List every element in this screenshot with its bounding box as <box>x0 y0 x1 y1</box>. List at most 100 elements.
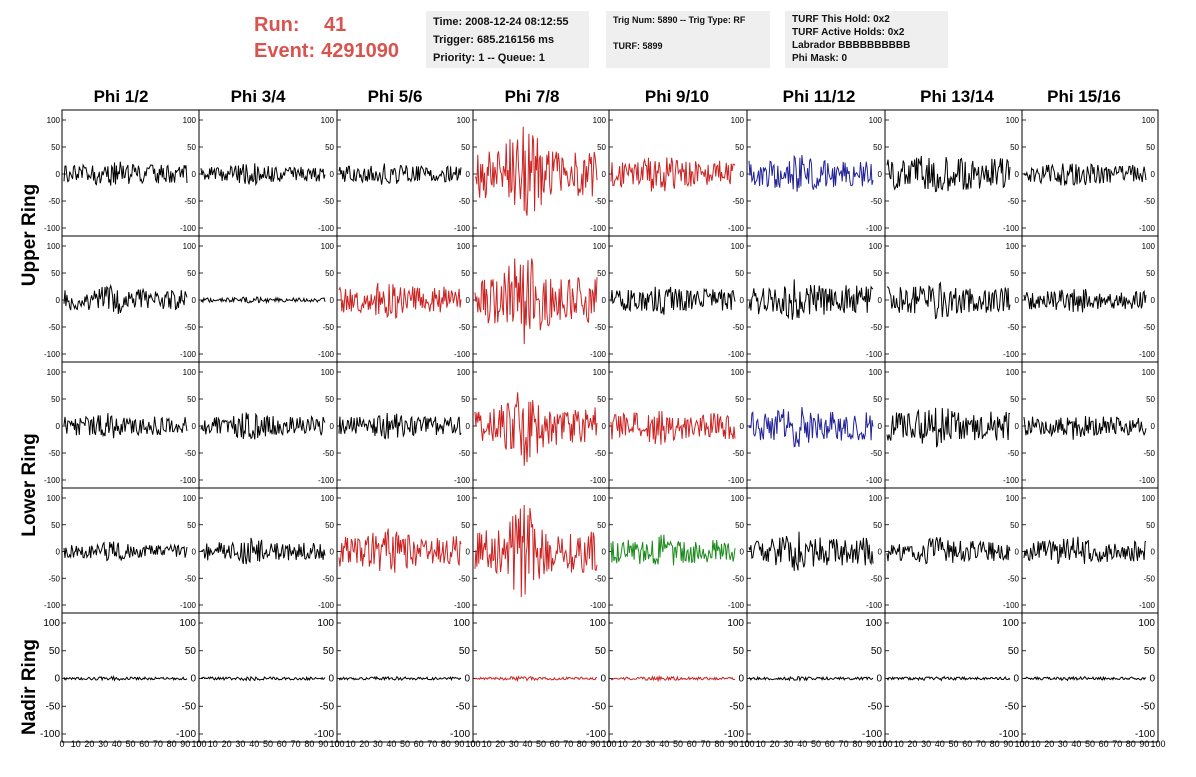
waveform-trace <box>338 163 462 185</box>
x-tick-label: 10 <box>346 739 356 749</box>
x-tick-label: 60 <box>139 739 149 749</box>
y-tick-label: 50 <box>735 395 744 404</box>
phi-header-2: Phi 3/4 <box>230 87 286 106</box>
y-tick-label: 0 <box>56 170 61 179</box>
y-tick-label: 0 <box>1151 170 1156 179</box>
y-tick-label: 0 <box>1015 548 1020 557</box>
waveform-panel: 100 50 0 -50 -100 <box>608 487 748 614</box>
y-tick-label: 50 <box>1146 143 1155 152</box>
x-tick-label: 90 <box>590 739 600 749</box>
waveform-trace <box>610 286 736 315</box>
y-tick-label: -50 <box>1143 574 1155 583</box>
waveform-trace <box>748 406 874 448</box>
y-tick-label: -100 <box>44 601 61 610</box>
panel-frame <box>746 109 886 237</box>
x-tick-label: 100 <box>465 739 480 749</box>
y-tick-label: 0 <box>878 296 883 305</box>
y-tick-label: 0 <box>602 296 607 305</box>
waveform-trace <box>338 412 462 440</box>
y-tick-label: -50 <box>458 197 470 206</box>
x-tick-label: 100 <box>877 739 892 749</box>
waveform-trace <box>886 281 1011 320</box>
y-tick-label: 100 <box>731 242 745 251</box>
x-tick-label: 70 <box>976 739 986 749</box>
waveform-trace <box>200 295 326 305</box>
y-tick-label: 0 <box>192 548 197 557</box>
waveform-trace <box>474 126 598 216</box>
y-tick-label: -100 <box>450 729 470 740</box>
y-tick-label: -100 <box>318 476 335 485</box>
waveform-panel: 100 50 0 -50 -100 <box>336 612 474 743</box>
waveform-panel: 100 100 50 50 0 0 -50 -50 -100 -100 <box>44 487 200 614</box>
y-tick-label: -100 <box>44 224 61 233</box>
waveform-trace <box>886 537 1011 565</box>
y-tick-label: -50 <box>1007 574 1019 583</box>
y-tick-label: -50 <box>320 701 335 712</box>
y-tick-label: 0 <box>466 296 471 305</box>
x-tick-label: 80 <box>1126 739 1136 749</box>
y-tick-label: -50 <box>592 701 607 712</box>
y-tick-label: 0 <box>56 296 61 305</box>
y-tick-label: 50 <box>1146 395 1155 404</box>
y-tick-label: -50 <box>48 574 60 583</box>
y-tick-label: 50 <box>51 143 60 152</box>
y-tick-label: 50 <box>51 269 60 278</box>
y-tick-label: 50 <box>1144 646 1156 657</box>
x-tick-label: 90 <box>180 739 190 749</box>
waveform-trace <box>886 675 1011 682</box>
waveform-trace <box>610 674 736 683</box>
y-tick-label: 100 <box>731 116 745 125</box>
x-tick-label: 30 <box>98 739 108 749</box>
x-tick-label: 0 <box>334 739 339 749</box>
y-tick-label: 0 <box>466 548 471 557</box>
y-tick-label: 100 <box>47 494 61 503</box>
y-tick-label: 0 <box>192 422 197 431</box>
waveform-trace <box>63 675 188 682</box>
waveform-panel: 100 50 0 -50 -100 <box>336 361 474 489</box>
waveform-panel: 100 50 0 -50 -100 <box>336 109 474 237</box>
y-tick-label: -50 <box>732 197 744 206</box>
y-tick-label: -50 <box>322 574 334 583</box>
y-tick-label: -50 <box>732 449 744 458</box>
x-tick-label: 30 <box>373 739 383 749</box>
waveform-trace <box>200 412 326 440</box>
phi-header-6: Phi 11/12 <box>782 87 856 106</box>
y-tick-label: 100 <box>589 618 606 629</box>
y-tick-label: -50 <box>184 449 196 458</box>
y-tick-label: 100 <box>179 618 196 629</box>
turf-hold-line: TURF This Hold: 0x2 <box>792 14 890 25</box>
x-tick-label: 80 <box>577 739 587 749</box>
y-tick-label: -100 <box>728 350 745 359</box>
y-tick-label: 50 <box>735 269 744 278</box>
x-tick-label: 80 <box>304 739 314 749</box>
x-tick-label: 80 <box>852 739 862 749</box>
y-tick-label: 0 <box>464 674 470 685</box>
y-tick-label: 0 <box>330 422 335 431</box>
x-tick-label: 0 <box>59 739 64 749</box>
x-tick-label: 80 <box>167 739 177 749</box>
y-tick-label: -100 <box>180 476 197 485</box>
waveform-trace <box>1023 163 1147 186</box>
y-tick-label: -100 <box>1003 601 1020 610</box>
x-tick-label: 20 <box>632 739 642 749</box>
y-tick-label: -50 <box>1143 323 1155 332</box>
y-tick-label: -50 <box>184 323 196 332</box>
waveform-trace <box>474 504 598 598</box>
y-tick-label: -50 <box>182 701 197 712</box>
x-tick-label: 90 <box>866 739 876 749</box>
y-tick-label: 100 <box>317 618 334 629</box>
x-tick-label: 40 <box>797 739 807 749</box>
time-info-box: Time: 2008-12-24 08:12:55 Trigger: 685.2… <box>426 11 589 68</box>
y-tick-label: -100 <box>318 350 335 359</box>
y-tick-label: 0 <box>878 422 883 431</box>
x-tick-label: 40 <box>386 739 396 749</box>
x-tick-label: 100 <box>739 739 754 749</box>
x-tick-label: 0 <box>882 739 887 749</box>
x-tick-label: 30 <box>1058 739 1068 749</box>
labrador-line: Labrador BBBBBBBBBB <box>792 40 911 51</box>
y-tick-label: -50 <box>594 574 606 583</box>
y-tick-label: 50 <box>595 646 607 657</box>
x-tick-label: 30 <box>921 739 931 749</box>
waveform-panel: 100 100 50 50 0 0 -50 -50 -100 -100 <box>44 361 200 489</box>
y-tick-label: -50 <box>1007 449 1019 458</box>
